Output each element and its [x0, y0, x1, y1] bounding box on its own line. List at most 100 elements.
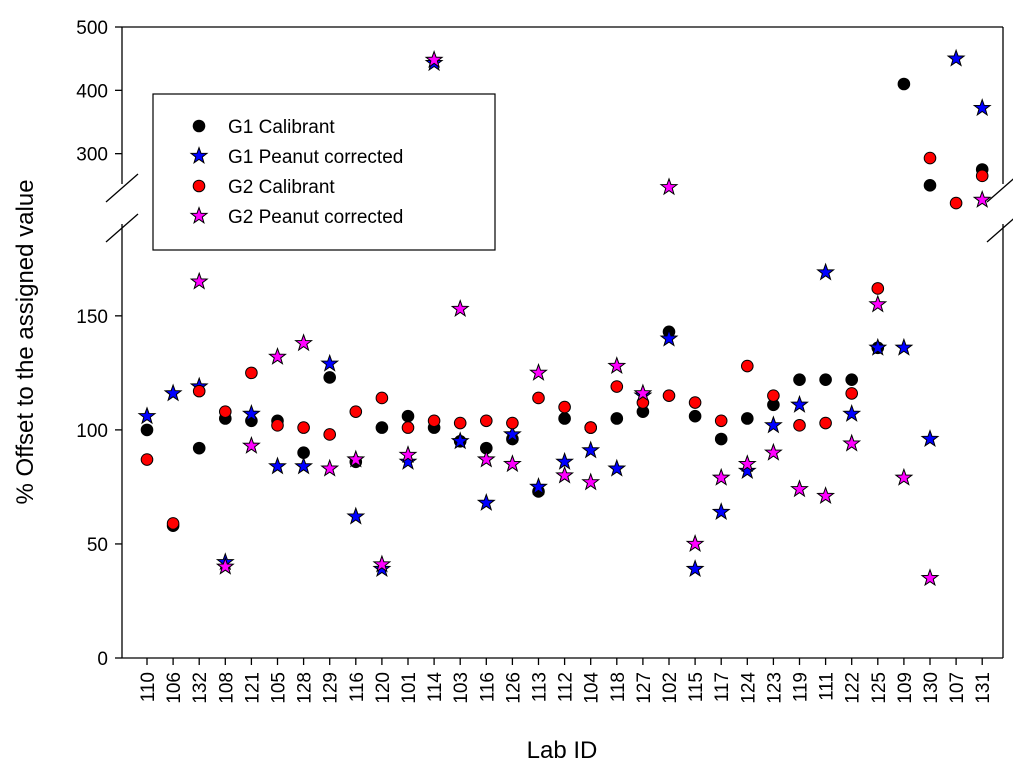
- x-tick-label: 127: [634, 672, 655, 704]
- g1-peanut-corrected-point: [241, 404, 261, 422]
- x-tick-label: 115: [686, 672, 707, 702]
- g2-peanut-corrected-point: [268, 347, 287, 365]
- g1-peanut-corrected-point: [137, 406, 157, 425]
- y-tick-label: 150: [76, 307, 108, 328]
- g2-peanut-corrected-point: [189, 271, 209, 290]
- g2-peanut-corrected-point: [842, 433, 862, 452]
- y-tick-label: 50: [87, 535, 108, 556]
- g1-calibrant-point: [793, 373, 806, 387]
- g2-calibrant-point: [453, 416, 467, 430]
- g2-calibrant-point: [558, 400, 571, 414]
- g2-peanut-corrected-point: [763, 442, 783, 461]
- g2-peanut-corrected-point: [868, 294, 888, 313]
- g1-peanut-corrected-point: [868, 337, 888, 356]
- legend-box: [152, 93, 496, 251]
- x-tick-label: 112: [556, 672, 577, 702]
- x-tick-label: 107: [947, 672, 968, 704]
- g2-peanut-corrected-point: [424, 50, 444, 68]
- g1-calibrant-point: [923, 179, 937, 192]
- g1-calibrant-point: [845, 373, 859, 387]
- g1-calibrant-point: [192, 441, 206, 455]
- g2-calibrant-point: [192, 384, 206, 398]
- g2-calibrant-point: [427, 414, 441, 428]
- g2-peanut-corrected-point: [398, 445, 418, 463]
- axis-break-mark: [105, 173, 139, 203]
- x-tick-label: 110: [138, 672, 159, 702]
- g2-peanut-corrected-point: [920, 568, 940, 587]
- x-tick-label: 106: [164, 672, 185, 704]
- g2-peanut-corrected-point: [737, 454, 757, 473]
- g1-calibrant-point: [323, 371, 337, 384]
- g2-calibrant-point: [140, 453, 154, 466]
- g2-calibrant-point: [949, 196, 963, 210]
- g1-peanut-corrected-point: [555, 451, 575, 470]
- g1-peanut-corrected-point: [737, 461, 757, 479]
- g2-calibrant-point: [219, 405, 232, 418]
- g1-peanut-corrected-point: [581, 440, 601, 459]
- g2-peanut-corrected-point: [450, 299, 470, 318]
- x-tick-label: 131: [973, 672, 994, 704]
- legend-marker-g2-calibrant: [192, 179, 206, 193]
- g2-calibrant-point: [532, 391, 545, 405]
- g1-peanut-corrected-point: [268, 456, 287, 475]
- g1-peanut-corrected-point: [920, 429, 940, 448]
- x-tick-label: 113: [530, 672, 551, 702]
- legend-label-g1-calibrant: G1 Calibrant: [228, 117, 335, 138]
- g1-calibrant-point: [140, 423, 154, 437]
- x-tick-label: 132: [190, 672, 211, 704]
- axis-break-mark: [105, 213, 139, 243]
- x-tick-label: 125: [869, 672, 890, 704]
- x-tick-label: 108: [216, 672, 237, 704]
- g1-peanut-corrected-point: [450, 431, 470, 450]
- g1-peanut-corrected-point: [607, 458, 627, 477]
- legend-marker-g1-calibrant: [192, 119, 206, 133]
- g2-peanut-corrected-point: [816, 486, 836, 505]
- x-tick-label: 117: [712, 672, 733, 702]
- y-tick-label: 300: [76, 145, 108, 166]
- g2-calibrant-point: [480, 414, 493, 428]
- g2-calibrant-point: [662, 389, 676, 402]
- g2-peanut-corrected-point: [607, 356, 627, 375]
- g1-peanut-corrected-point: [659, 328, 679, 347]
- x-axis-title: Lab ID: [527, 737, 598, 764]
- x-tick-label: 104: [582, 672, 603, 704]
- x-tick-label: 111: [817, 672, 838, 701]
- g1-peanut-corrected-point: [842, 404, 862, 422]
- g1-peanut-corrected-point: [398, 451, 418, 470]
- g1-calibrant-point: [610, 412, 624, 425]
- g1-peanut-corrected-point: [946, 48, 966, 67]
- g2-calibrant-point: [871, 282, 885, 295]
- g1-calibrant-point: [558, 412, 571, 425]
- x-tick-label: 120: [373, 672, 394, 704]
- g2-peanut-corrected-point: [215, 556, 235, 575]
- x-tick-label: 123: [764, 672, 785, 704]
- g2-calibrant-point: [166, 517, 180, 530]
- g2-peanut-corrected-point: [372, 554, 392, 573]
- g1-peanut-corrected-point: [816, 262, 836, 281]
- legend-label-g2-calibrant: G2 Calibrant: [228, 177, 335, 198]
- g2-calibrant-point: [297, 421, 310, 434]
- g1-calibrant-point: [897, 77, 911, 91]
- g1-peanut-corrected-point: [711, 502, 731, 521]
- g2-peanut-corrected-point: [711, 467, 731, 486]
- g2-peanut-corrected-point: [685, 534, 705, 552]
- g2-calibrant-point: [741, 359, 754, 373]
- g2-peanut-corrected-point: [633, 383, 653, 402]
- g2-calibrant-point: [349, 405, 363, 418]
- g2-peanut-corrected-point: [346, 449, 366, 468]
- g1-peanut-corrected-point: [763, 415, 783, 434]
- g2-peanut-corrected-point: [581, 472, 601, 491]
- x-tick-label: 109: [895, 672, 916, 704]
- g1-peanut-corrected-point: [294, 456, 314, 475]
- g1-peanut-corrected-point: [529, 477, 548, 495]
- g2-peanut-corrected-point: [502, 454, 522, 473]
- g1-calibrant-point: [714, 432, 728, 446]
- y-tick-label: 400: [76, 81, 108, 102]
- g2-peanut-corrected-point: [894, 467, 914, 486]
- legend-label-g1-peanut-corrected: G1 Peanut corrected: [228, 147, 403, 168]
- g2-peanut-corrected-point: [294, 333, 314, 352]
- g2-calibrant-point: [767, 389, 780, 402]
- g2-peanut-corrected-point: [972, 190, 992, 208]
